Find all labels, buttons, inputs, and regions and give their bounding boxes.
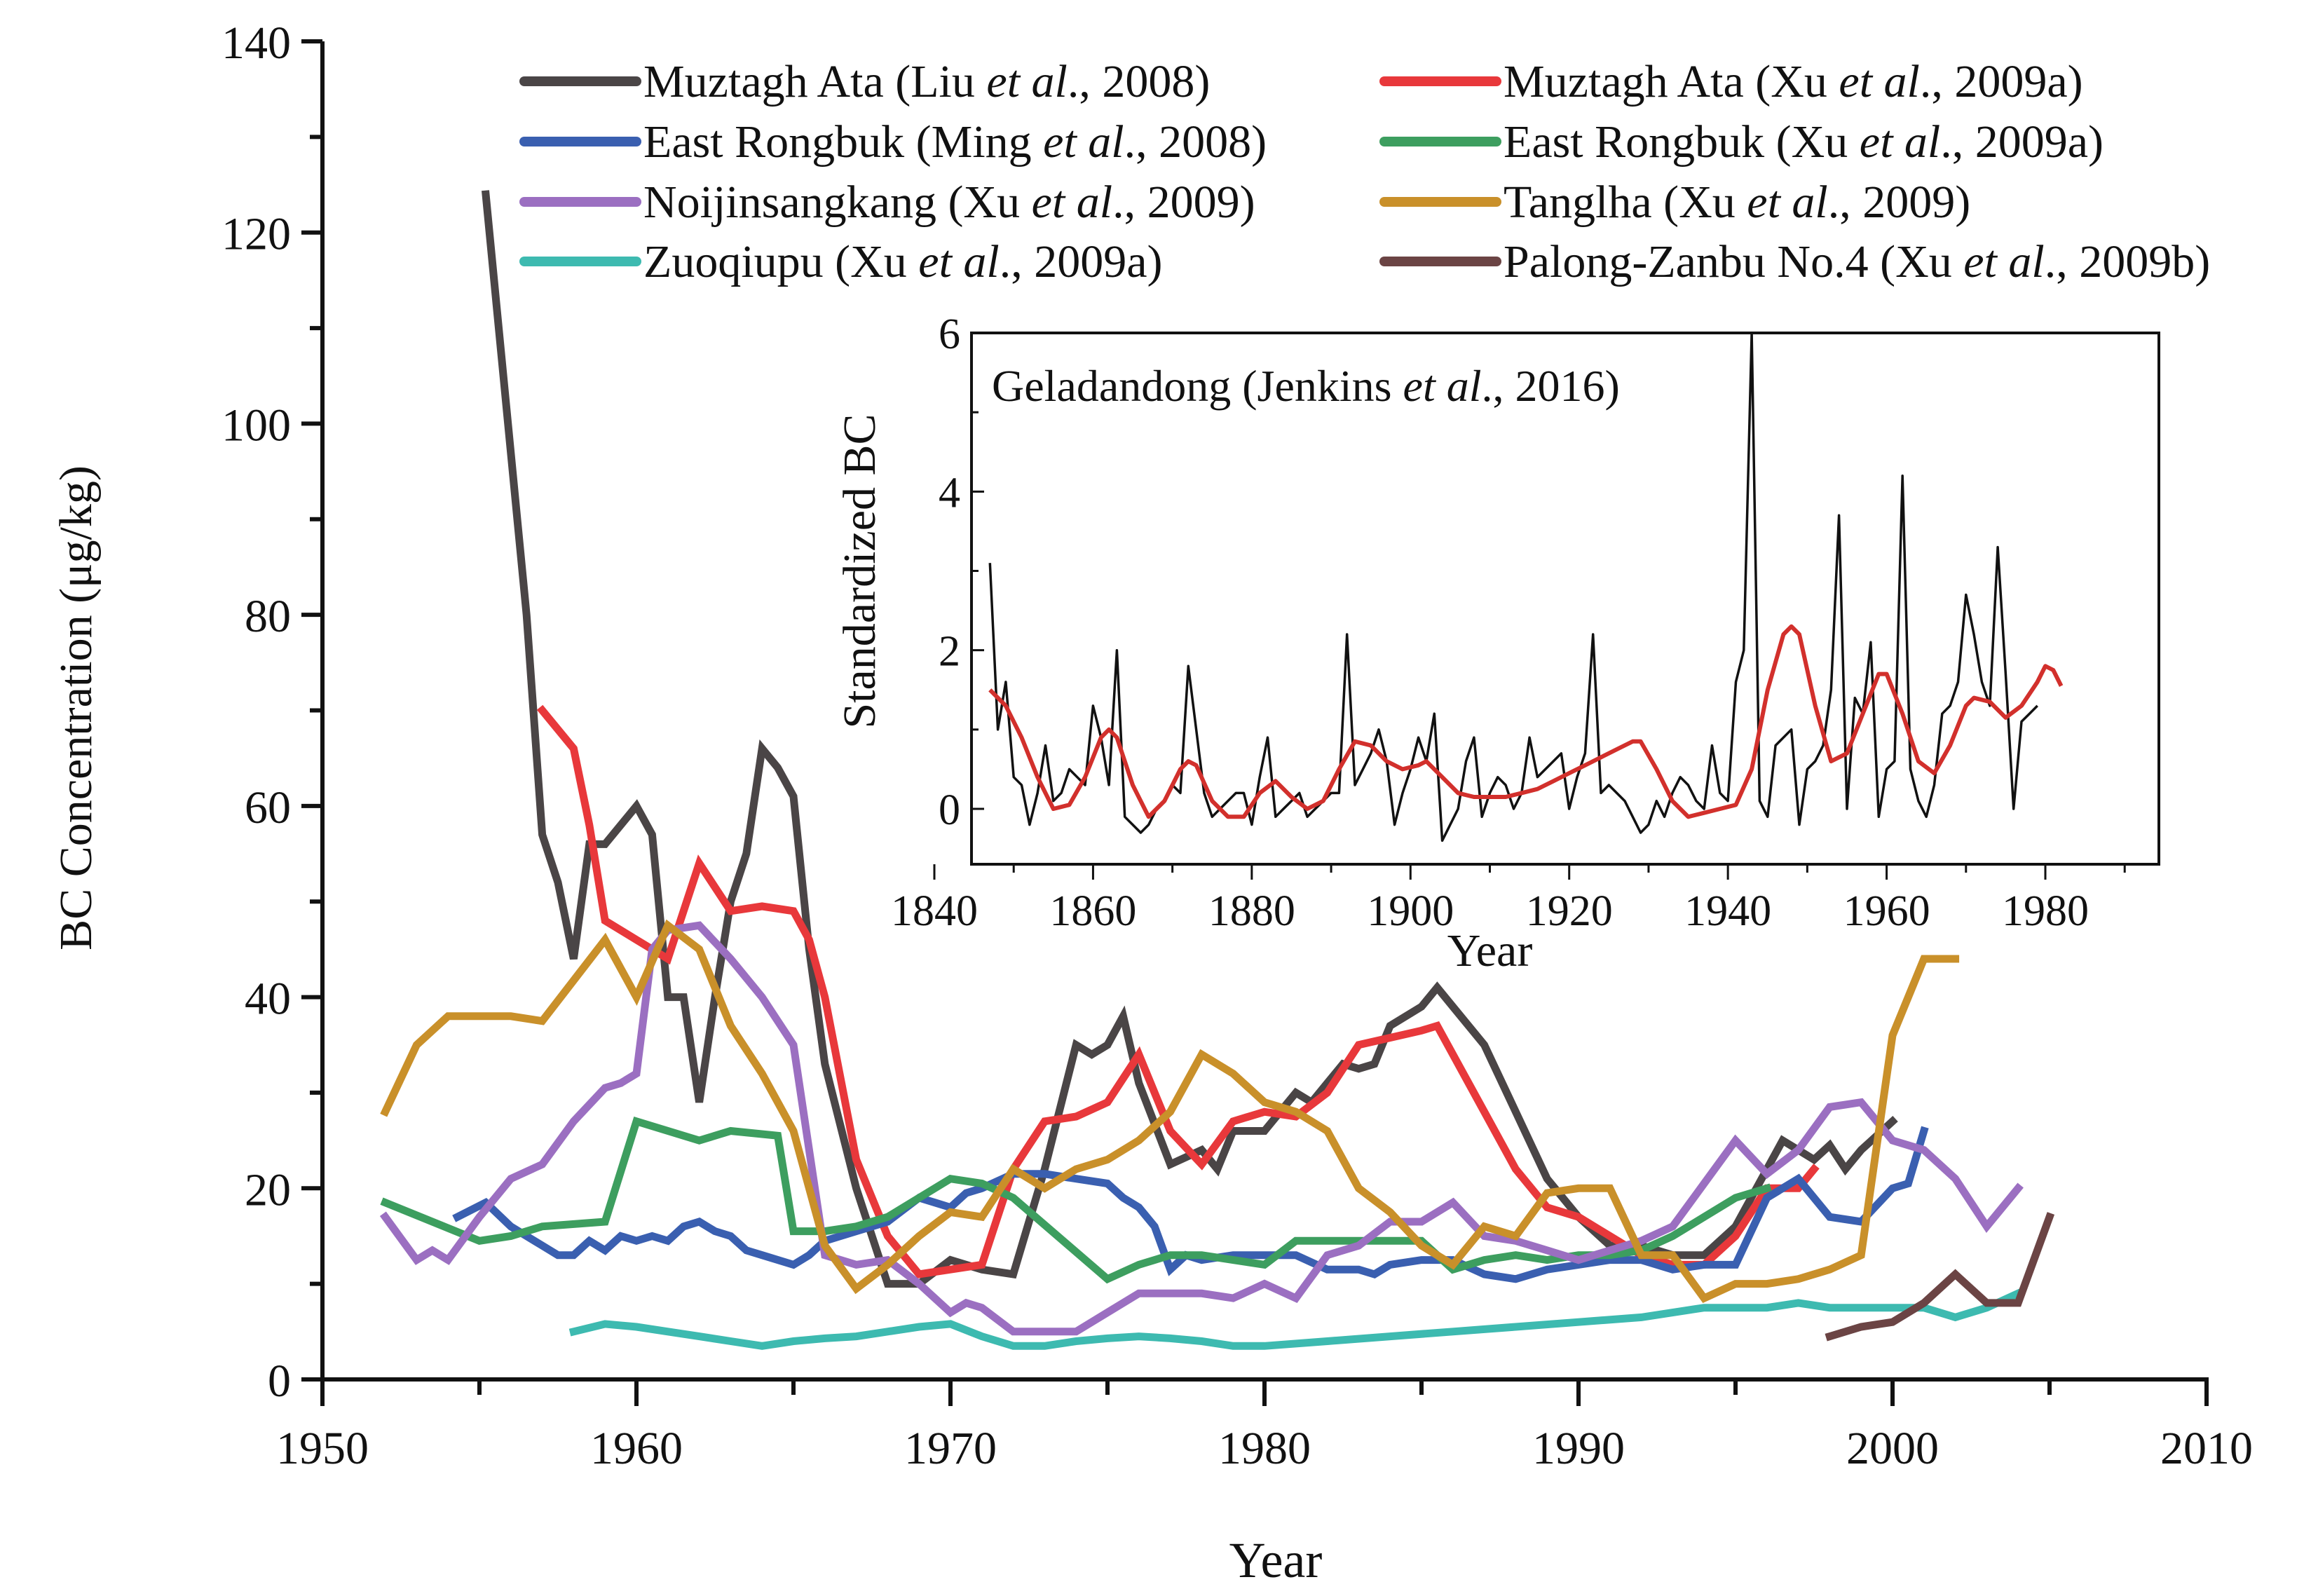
inset-x-tick-label: 1960 [1843,887,1930,935]
legend-item: Noijinsangkang (Xu et al., 2009) [519,177,1255,228]
inset-x-tick-label: 1940 [1684,887,1771,935]
inset-chart: 1840 1860 1880 1900 1920 1940 1960 1980 0 2 4 6 Gela… [834,311,2160,976]
inset-y-tick-label: 6 [939,311,960,358]
inset-y-tick-label: 0 [939,786,960,834]
x-tick-label: 1960 [590,1423,683,1474]
y-tick-label: 80 [245,591,291,642]
inset-x-tick-label: 1840 [891,887,978,935]
y-tick-label: 20 [245,1164,291,1215]
legend-item: East Rongbuk (Xu et al., 2009a) [1379,116,2104,168]
x-tick-label: 2010 [2160,1423,2253,1474]
legend-item: Muztagh Ata (Xu et al., 2009a) [1379,56,2083,107]
inset-x-tick-label: 1900 [1367,887,1454,935]
inset-series-smoothed [988,624,2064,819]
legend-label: Tanglha (Xu et al., 2009) [1504,177,1970,228]
y-tick-label: 0 [268,1356,291,1407]
legend-label: Muztagh Ata (Liu et al., 2008) [643,56,1210,107]
inset-y-tick-label: 4 [939,469,960,517]
inset-x-tick-label: 1860 [1049,887,1136,935]
y-tick-label: 60 [245,782,291,833]
x-tick-label: 1990 [1532,1423,1625,1474]
legend-label: Muztagh Ata (Xu et al., 2009a) [1504,56,2083,107]
y-tick-label: 100 [221,400,291,451]
series-line-muztagh-ata-1 [536,704,1820,1278]
legend-item: Zuoqiupu (Xu et al., 2009a) [519,236,1163,287]
main-y-axis-title: BC Concentration (μg/kg) [50,465,102,950]
y-tick-label: 140 [221,18,291,69]
legend-label: East Rongbuk (Xu et al., 2009a) [1504,116,2104,168]
series-line-zuoqiupu-6 [568,1288,2024,1350]
main-x-axis-title: Year [1229,1532,1323,1588]
series-line-palong-zanbu-no-4-7 [1825,1212,2055,1342]
x-tick-label: 2000 [1846,1423,1939,1474]
x-tick-label: 1980 [1218,1423,1311,1474]
main-series-lines [379,190,2055,1350]
series-line-noijinsangkang-4 [379,921,2024,1336]
inset-y-tick-label: 2 [939,628,960,676]
x-tick-label: 1970 [904,1423,997,1474]
inset-x-tick-label: 1980 [2002,887,2089,935]
inset-x-axis-title: Year [1447,925,1533,976]
inset-x-tick-label: 1920 [1526,887,1613,935]
series-line-tanglha-5 [380,919,1960,1303]
legend-item: Palong-Zanbu No.4 (Xu et al., 2009b) [1379,236,2210,287]
y-tick-label: 40 [245,974,291,1025]
inset-x-tick-label: 1880 [1208,887,1295,935]
legend-label: Zuoqiupu (Xu et al., 2009a) [643,236,1163,287]
legend-label: East Rongbuk (Ming et al., 2008) [643,116,1267,168]
y-tick-label: 120 [221,209,291,260]
legend-item: East Rongbuk (Ming et al., 2008) [519,116,1267,168]
legend-label: Palong-Zanbu No.4 (Xu et al., 2009b) [1504,236,2210,287]
legend-item: Tanglha (Xu et al., 2009) [1379,177,1970,228]
legend-item: Muztagh Ata (Liu et al., 2008) [519,56,1210,107]
x-tick-label: 1950 [276,1423,369,1474]
inset-title: Geladandong (Jenkins et al., 2016) [992,361,1620,411]
inset-y-axis-title: Standardized BC [834,414,885,728]
legend-label: Noijinsangkang (Xu et al., 2009) [643,177,1255,228]
series-line-east-rongbuk-2 [452,1126,1929,1283]
legend: Muztagh Ata (Liu et al., 2008) East Rongb… [519,56,2210,287]
